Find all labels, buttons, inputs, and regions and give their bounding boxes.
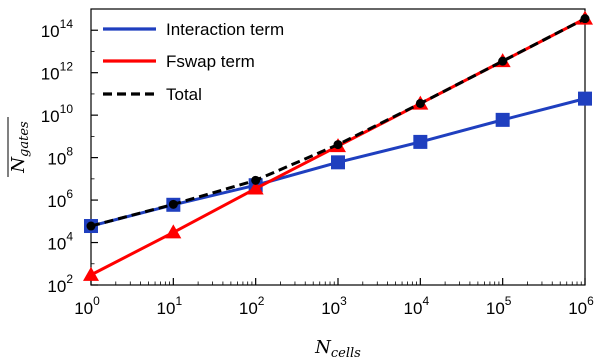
x-tick-label-exp: 3	[340, 294, 347, 308]
y-tick-label: 102	[47, 272, 73, 296]
x-tick-label-base: 10	[239, 299, 258, 318]
y-tick-label-base: 10	[41, 22, 60, 41]
y-tick-label: 104	[47, 230, 73, 254]
x-tick-label: 105	[486, 294, 512, 318]
y-tick-label-exp: 4	[66, 230, 73, 244]
y-tick-label-base: 10	[47, 235, 66, 254]
series-layer	[83, 10, 593, 281]
x-tick-label-exp: 2	[258, 294, 265, 308]
data-point-square	[495, 112, 510, 127]
x-tick-label-exp: 4	[422, 294, 429, 308]
data-point-circle	[580, 14, 590, 24]
x-tick-label: 103	[321, 294, 347, 318]
series-circle	[86, 14, 590, 231]
y-tick-label-base: 10	[41, 65, 60, 84]
x-tick-label: 101	[157, 294, 183, 318]
x-tick-label: 102	[239, 294, 265, 318]
series-line	[90, 17, 586, 228]
data-point-square	[331, 155, 345, 170]
y-tick-label: 1010	[41, 102, 74, 126]
y-tick-label: 106	[47, 187, 73, 211]
x-axis-title-sub: cells	[331, 346, 361, 361]
y-tick-label-base: 10	[47, 150, 66, 169]
y-tick-label: 108	[47, 145, 73, 169]
data-point-circle	[498, 56, 508, 66]
y-tick-label-exp: 10	[60, 102, 74, 116]
legend-label: Total	[166, 85, 202, 104]
data-point-circle	[251, 175, 261, 185]
data-point-circle	[168, 199, 178, 209]
y-axis-title: Ngates	[8, 121, 32, 174]
x-tick-label-base: 10	[486, 299, 505, 318]
data-point-triangle	[165, 224, 182, 239]
data-point-circle	[86, 221, 96, 231]
data-point-square	[578, 91, 592, 106]
y-tick-label-exp: 8	[66, 145, 73, 159]
x-tick-label: 100	[74, 294, 100, 318]
x-tick-label-base: 10	[568, 299, 587, 318]
y-tick-label-exp: 14	[60, 17, 74, 31]
x-tick-label: 104	[404, 294, 430, 318]
series-square	[84, 91, 592, 234]
x-tick-label-exp: 1	[175, 294, 182, 308]
legend-label: Fswap term	[166, 52, 255, 71]
y-axis-title-base: N	[8, 156, 29, 174]
axis-ticks: 100 101 102 103 104 105 1061021041061081010101…	[41, 17, 594, 318]
y-tick-label: 1014	[41, 17, 74, 41]
x-tick-label-exp: 5	[505, 294, 512, 308]
y-tick-label-exp: 12	[60, 60, 74, 74]
x-axis-title-base: N	[314, 337, 332, 358]
x-tick-label-base: 10	[157, 299, 176, 318]
data-point-square	[413, 134, 428, 149]
y-axis-title-sub: gates	[17, 121, 32, 157]
x-tick-label-base: 10	[404, 299, 423, 318]
y-tick-label-base: 10	[47, 192, 66, 211]
x-tick-label-base: 10	[321, 299, 340, 318]
y-tick-label-exp: 6	[66, 187, 73, 201]
x-tick-label-exp: 6	[587, 294, 594, 308]
data-point-triangle	[83, 266, 99, 281]
legend-label: Interaction term	[166, 20, 284, 39]
legend: Interaction term Fswap term Total	[103, 20, 284, 104]
x-tick-label-base: 10	[74, 299, 93, 318]
y-tick-label-base: 10	[41, 107, 60, 126]
y-tick-label-base: 10	[47, 277, 66, 296]
x-axis-title: Ncells	[314, 337, 361, 361]
y-axis-title-group: Ngates	[7, 117, 32, 177]
y-tick-label: 1012	[41, 60, 74, 84]
y-tick-label-exp: 2	[66, 272, 73, 286]
data-point-circle	[333, 140, 343, 150]
data-point-circle	[415, 98, 425, 108]
x-tick-label: 106	[568, 294, 594, 318]
x-tick-label-exp: 0	[93, 294, 100, 308]
data-point-triangle	[247, 180, 264, 195]
